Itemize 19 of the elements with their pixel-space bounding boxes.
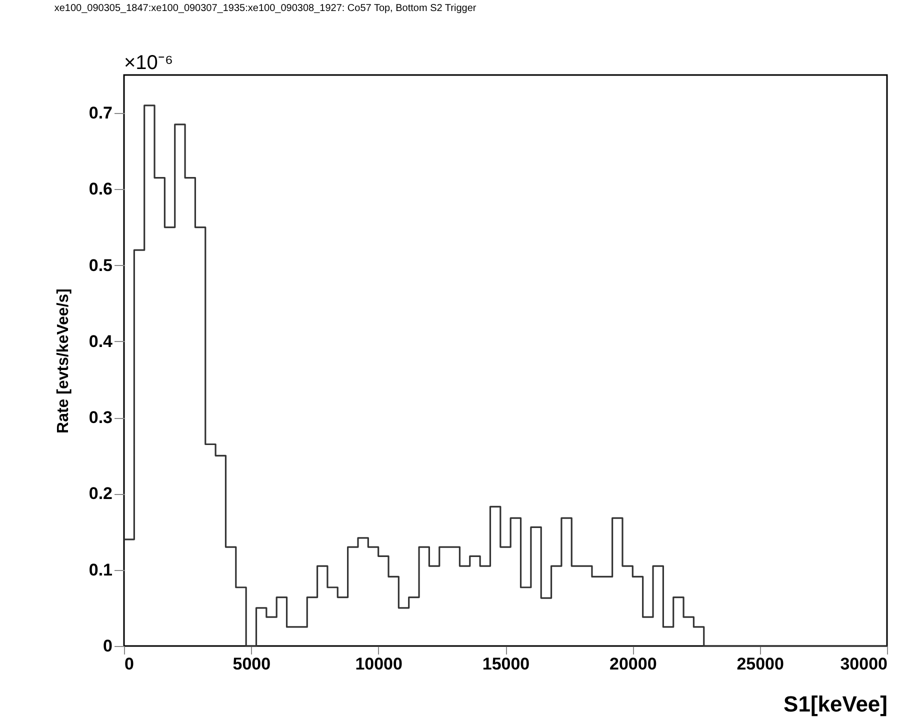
x-tick-label: 15000 [482, 654, 530, 674]
y-tick-label: 0 [103, 636, 112, 656]
y-tick-label: 0.1 [88, 560, 112, 580]
y-tick-label: 0.7 [88, 104, 112, 123]
y-tick-label: 0.6 [88, 180, 112, 199]
chart-title: xe100_090305_1847:xe100_090307_1935:xe100_090308_1927: Co57 Top, Bottom S2 Trigger [54, 3, 477, 14]
x-tick-label: 0 [124, 654, 134, 674]
x-axis-title: S1[keVee] [784, 692, 888, 716]
x-tick-label: 30000 [840, 654, 888, 674]
x-tick-label: 5000 [232, 654, 271, 674]
x-tick-label: 10000 [355, 654, 402, 674]
text: ×10⁻⁶ [124, 52, 174, 74]
y-axis-title: Rate [evts/keVee/s] [54, 288, 72, 434]
y-tick-label: 0.3 [88, 408, 112, 428]
y-tick-label: 0.5 [88, 256, 112, 275]
y-tick-label: 0.2 [88, 484, 112, 504]
x-tick-label: 20000 [610, 654, 657, 674]
x-tick-label: 25000 [736, 654, 784, 674]
y-tick-label: 0.4 [88, 332, 114, 351]
